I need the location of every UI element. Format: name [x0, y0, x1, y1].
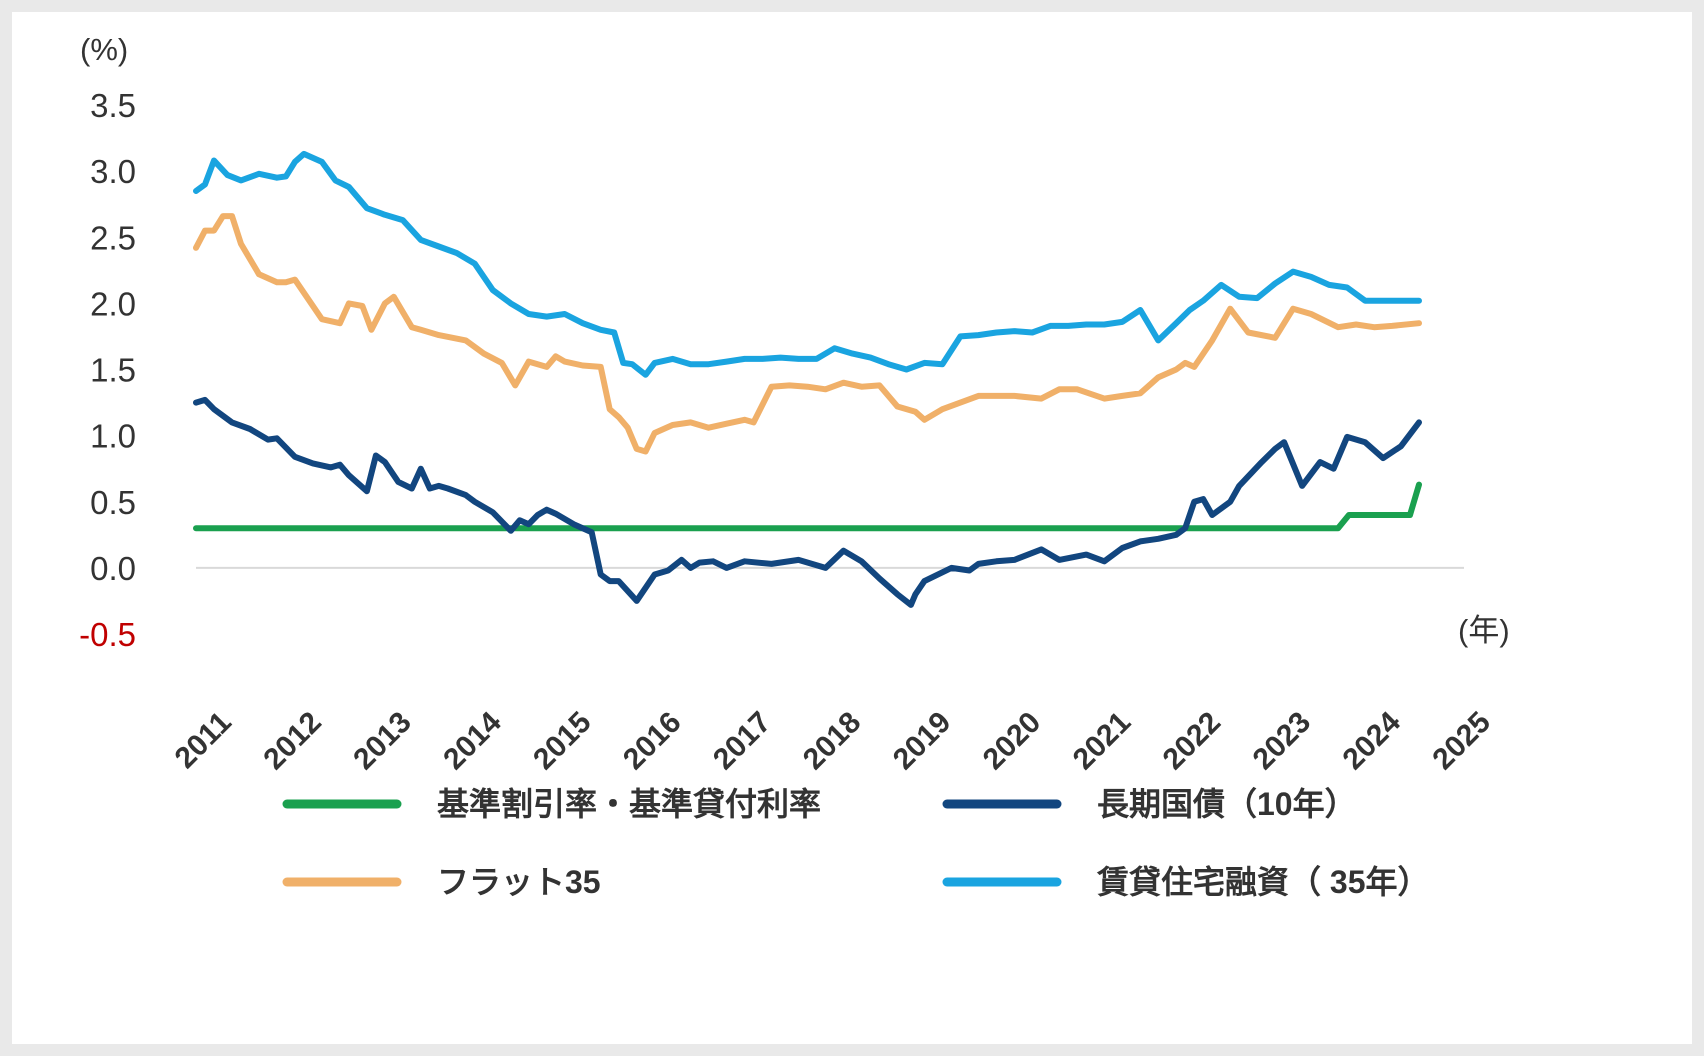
y-tick-label: 2.0	[90, 285, 136, 322]
x-axis-unit-label: (年)	[1458, 613, 1510, 648]
x-tick-label: 2018	[797, 706, 868, 777]
x-tick-label: 2016	[617, 706, 688, 777]
series-line-1	[193, 396, 1422, 608]
x-tick-label: 2021	[1067, 706, 1138, 777]
x-tick-label: 2019	[887, 706, 958, 777]
y-tick-label: 0.0	[90, 550, 136, 587]
y-tick-label: 1.0	[90, 418, 136, 455]
legend-label: 賃貸住宅融資（ 35年）	[1096, 864, 1430, 900]
x-tick-label: 2023	[1247, 706, 1318, 777]
y-axis-unit-label: (%)	[80, 32, 128, 67]
series-line-2	[193, 213, 1422, 455]
x-tick-label: 2015	[527, 706, 598, 777]
x-tick-label: 2013	[347, 706, 418, 777]
x-tick-label: 2020	[977, 706, 1048, 777]
y-tick-label: -0.5	[79, 616, 136, 653]
x-tick-label: 2022	[1157, 706, 1228, 777]
y-tick-label: 1.5	[90, 352, 136, 389]
chart-card: (%) (年) 3.5 3.0 2.5 2.0 1.5 1.0 0.5 0.0 -0.5 201…	[12, 12, 1692, 1044]
y-tick-label: 2.5	[90, 219, 136, 256]
series-line-3	[193, 150, 1422, 378]
legend-label: フラット35	[437, 864, 601, 900]
x-tick-label: 2014	[437, 705, 508, 776]
x-tick-label: 2025	[1426, 706, 1497, 777]
interest-rate-line-chart: (%) (年) 3.5 3.0 2.5 2.0 1.5 1.0 0.5 0.0 -0.5 201…	[79, 32, 1510, 900]
x-tick-label: 2017	[707, 706, 778, 777]
y-tick-label: 3.0	[90, 153, 136, 190]
y-tick-label: 3.5	[90, 87, 136, 124]
series-line-0	[193, 481, 1422, 532]
x-tick-label: 2012	[257, 706, 328, 777]
x-tick-label: 2011	[169, 706, 238, 775]
legend-label: 基準割引率・基準貸付利率	[437, 786, 821, 822]
legend-label: 長期国債（10年）	[1097, 786, 1357, 822]
x-tick-label: 2024	[1336, 705, 1407, 776]
y-tick-label: 0.5	[90, 484, 136, 521]
